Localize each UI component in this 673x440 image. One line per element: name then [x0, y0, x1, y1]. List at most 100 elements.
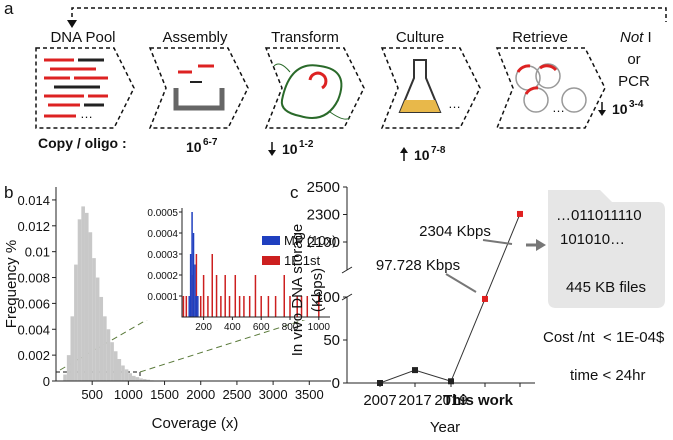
copy-base: 10 — [186, 139, 202, 155]
hist-bar — [63, 374, 67, 381]
y-tick-label: 100 — [315, 289, 340, 306]
hist-bar — [146, 379, 151, 381]
x-tick-label: 600 — [253, 322, 270, 333]
y-tick-label: 2500 — [307, 179, 340, 196]
annotation: 445 KB files — [566, 279, 646, 296]
data-point — [412, 367, 418, 374]
annotation: Cost /nt < 1E-04$ — [543, 329, 665, 346]
trend-arrow — [268, 150, 276, 156]
hist-bar — [142, 379, 147, 381]
workflow — [35, 7, 667, 129]
axis-break — [341, 266, 353, 301]
return-label: PCR — [618, 73, 650, 90]
x-tick-label: 200 — [195, 322, 212, 333]
y-tick-label: 0.002 — [17, 348, 50, 363]
return-label: or — [627, 51, 640, 68]
legend-label: 1F 1st — [284, 253, 321, 268]
hist-bar — [95, 277, 100, 381]
panel-label: c — [290, 183, 299, 202]
annotation: 101010… — [560, 231, 625, 248]
x-axis-title: Coverage (x) — [152, 415, 239, 432]
legend-swatch — [262, 236, 280, 245]
legend-swatch — [262, 256, 280, 265]
hist-bar — [81, 206, 85, 381]
copy-exponent: 3-4 — [629, 99, 644, 110]
value-label: 2304 Kbps — [419, 223, 491, 240]
y-tick-label: 0 — [332, 375, 340, 392]
hist-bar — [84, 212, 89, 381]
x-tick-label: 1000 — [114, 387, 143, 402]
label-arrow — [445, 273, 477, 293]
x-tick-label: 800 — [282, 322, 299, 333]
hist-bar — [66, 355, 71, 381]
x-tick-label: 2019 — [434, 392, 467, 409]
dna-pool-icon: … — [44, 58, 108, 121]
y-tick-label: 0.0005 — [147, 208, 178, 219]
assembly-icon — [173, 64, 225, 111]
copy-exponent: 6-7 — [203, 137, 218, 148]
x-tick-label: 2017 — [398, 392, 431, 409]
return-label: Not I — [620, 29, 652, 46]
y-tick-label: 0.012 — [17, 219, 50, 234]
step-label: Culture — [396, 29, 444, 46]
label-arrow — [482, 239, 513, 245]
annotation: …011011110 — [556, 207, 642, 224]
x-tick-label: 2007 — [363, 392, 396, 409]
y-tick-label: 0.008 — [17, 271, 50, 286]
return-line — [71, 7, 667, 24]
copy-exponent: 1-2 — [299, 139, 314, 150]
hist-bar — [124, 369, 129, 381]
x-tick-label: 2500 — [222, 387, 251, 402]
panel-label: a — [4, 0, 14, 18]
return-label-part: Not — [620, 29, 644, 46]
trend-arrow — [598, 110, 606, 116]
y-axis-title: (Kbps) — [309, 268, 326, 312]
hist-bar — [131, 375, 136, 381]
y-tick-label: 0.014 — [17, 193, 50, 208]
hist-bar — [128, 373, 132, 381]
copy-base: 10 — [414, 147, 430, 163]
y-tick-label: 2300 — [307, 207, 340, 224]
step-label: DNA Pool — [50, 29, 115, 46]
y-axis-title: Frequency % — [3, 240, 20, 328]
x-tick-label: 400 — [224, 322, 241, 333]
return-label-part: I — [648, 29, 652, 46]
copy-base: 10 — [612, 101, 628, 117]
hist-bar — [106, 329, 111, 381]
culture-icon: … — [398, 59, 461, 113]
inset: 0.0001 0.0002 0.0003 0.0004 0.0005 200 400 600 8… — [136, 200, 337, 333]
y-tick-label: 2100 — [307, 234, 340, 251]
arrowhead — [67, 20, 77, 28]
value-label: 97.728 Kbps — [376, 257, 460, 274]
hist-bar — [103, 316, 107, 381]
ellipsis: … — [80, 106, 93, 121]
hist-bar — [88, 232, 93, 381]
x-axis-title: Year — [430, 419, 460, 436]
transform-icon — [273, 63, 351, 120]
copy-label: Copy / oligo : — [38, 135, 127, 151]
trend-arrow — [400, 147, 408, 153]
axis — [346, 187, 535, 384]
step-box — [264, 47, 365, 129]
step-box — [495, 47, 606, 129]
y-tick-label: 0.01 — [25, 245, 50, 260]
hist-bar — [110, 342, 114, 381]
file-card — [548, 190, 665, 308]
ellipsis: … — [448, 96, 461, 111]
x-tick-label: This work — [443, 392, 514, 409]
x-tick-label: 500 — [81, 387, 103, 402]
x-tick-label: 2000 — [186, 387, 215, 402]
hist-bar — [121, 365, 125, 381]
y-tick-label: 0.0001 — [147, 292, 178, 303]
hist-bar — [74, 264, 78, 381]
data-point — [448, 378, 454, 385]
step-box — [380, 47, 481, 129]
y-tick-label: 0.004 — [17, 322, 50, 337]
step-box — [35, 47, 135, 129]
y-tick-label: 50 — [323, 332, 340, 349]
annotation: time < 24hr — [570, 367, 645, 384]
x-tick-label: 3000 — [259, 387, 288, 402]
copy-exponent: 7-8 — [431, 145, 446, 156]
y-tick-label: 0 — [43, 374, 50, 389]
step-label: Assembly — [162, 29, 228, 46]
